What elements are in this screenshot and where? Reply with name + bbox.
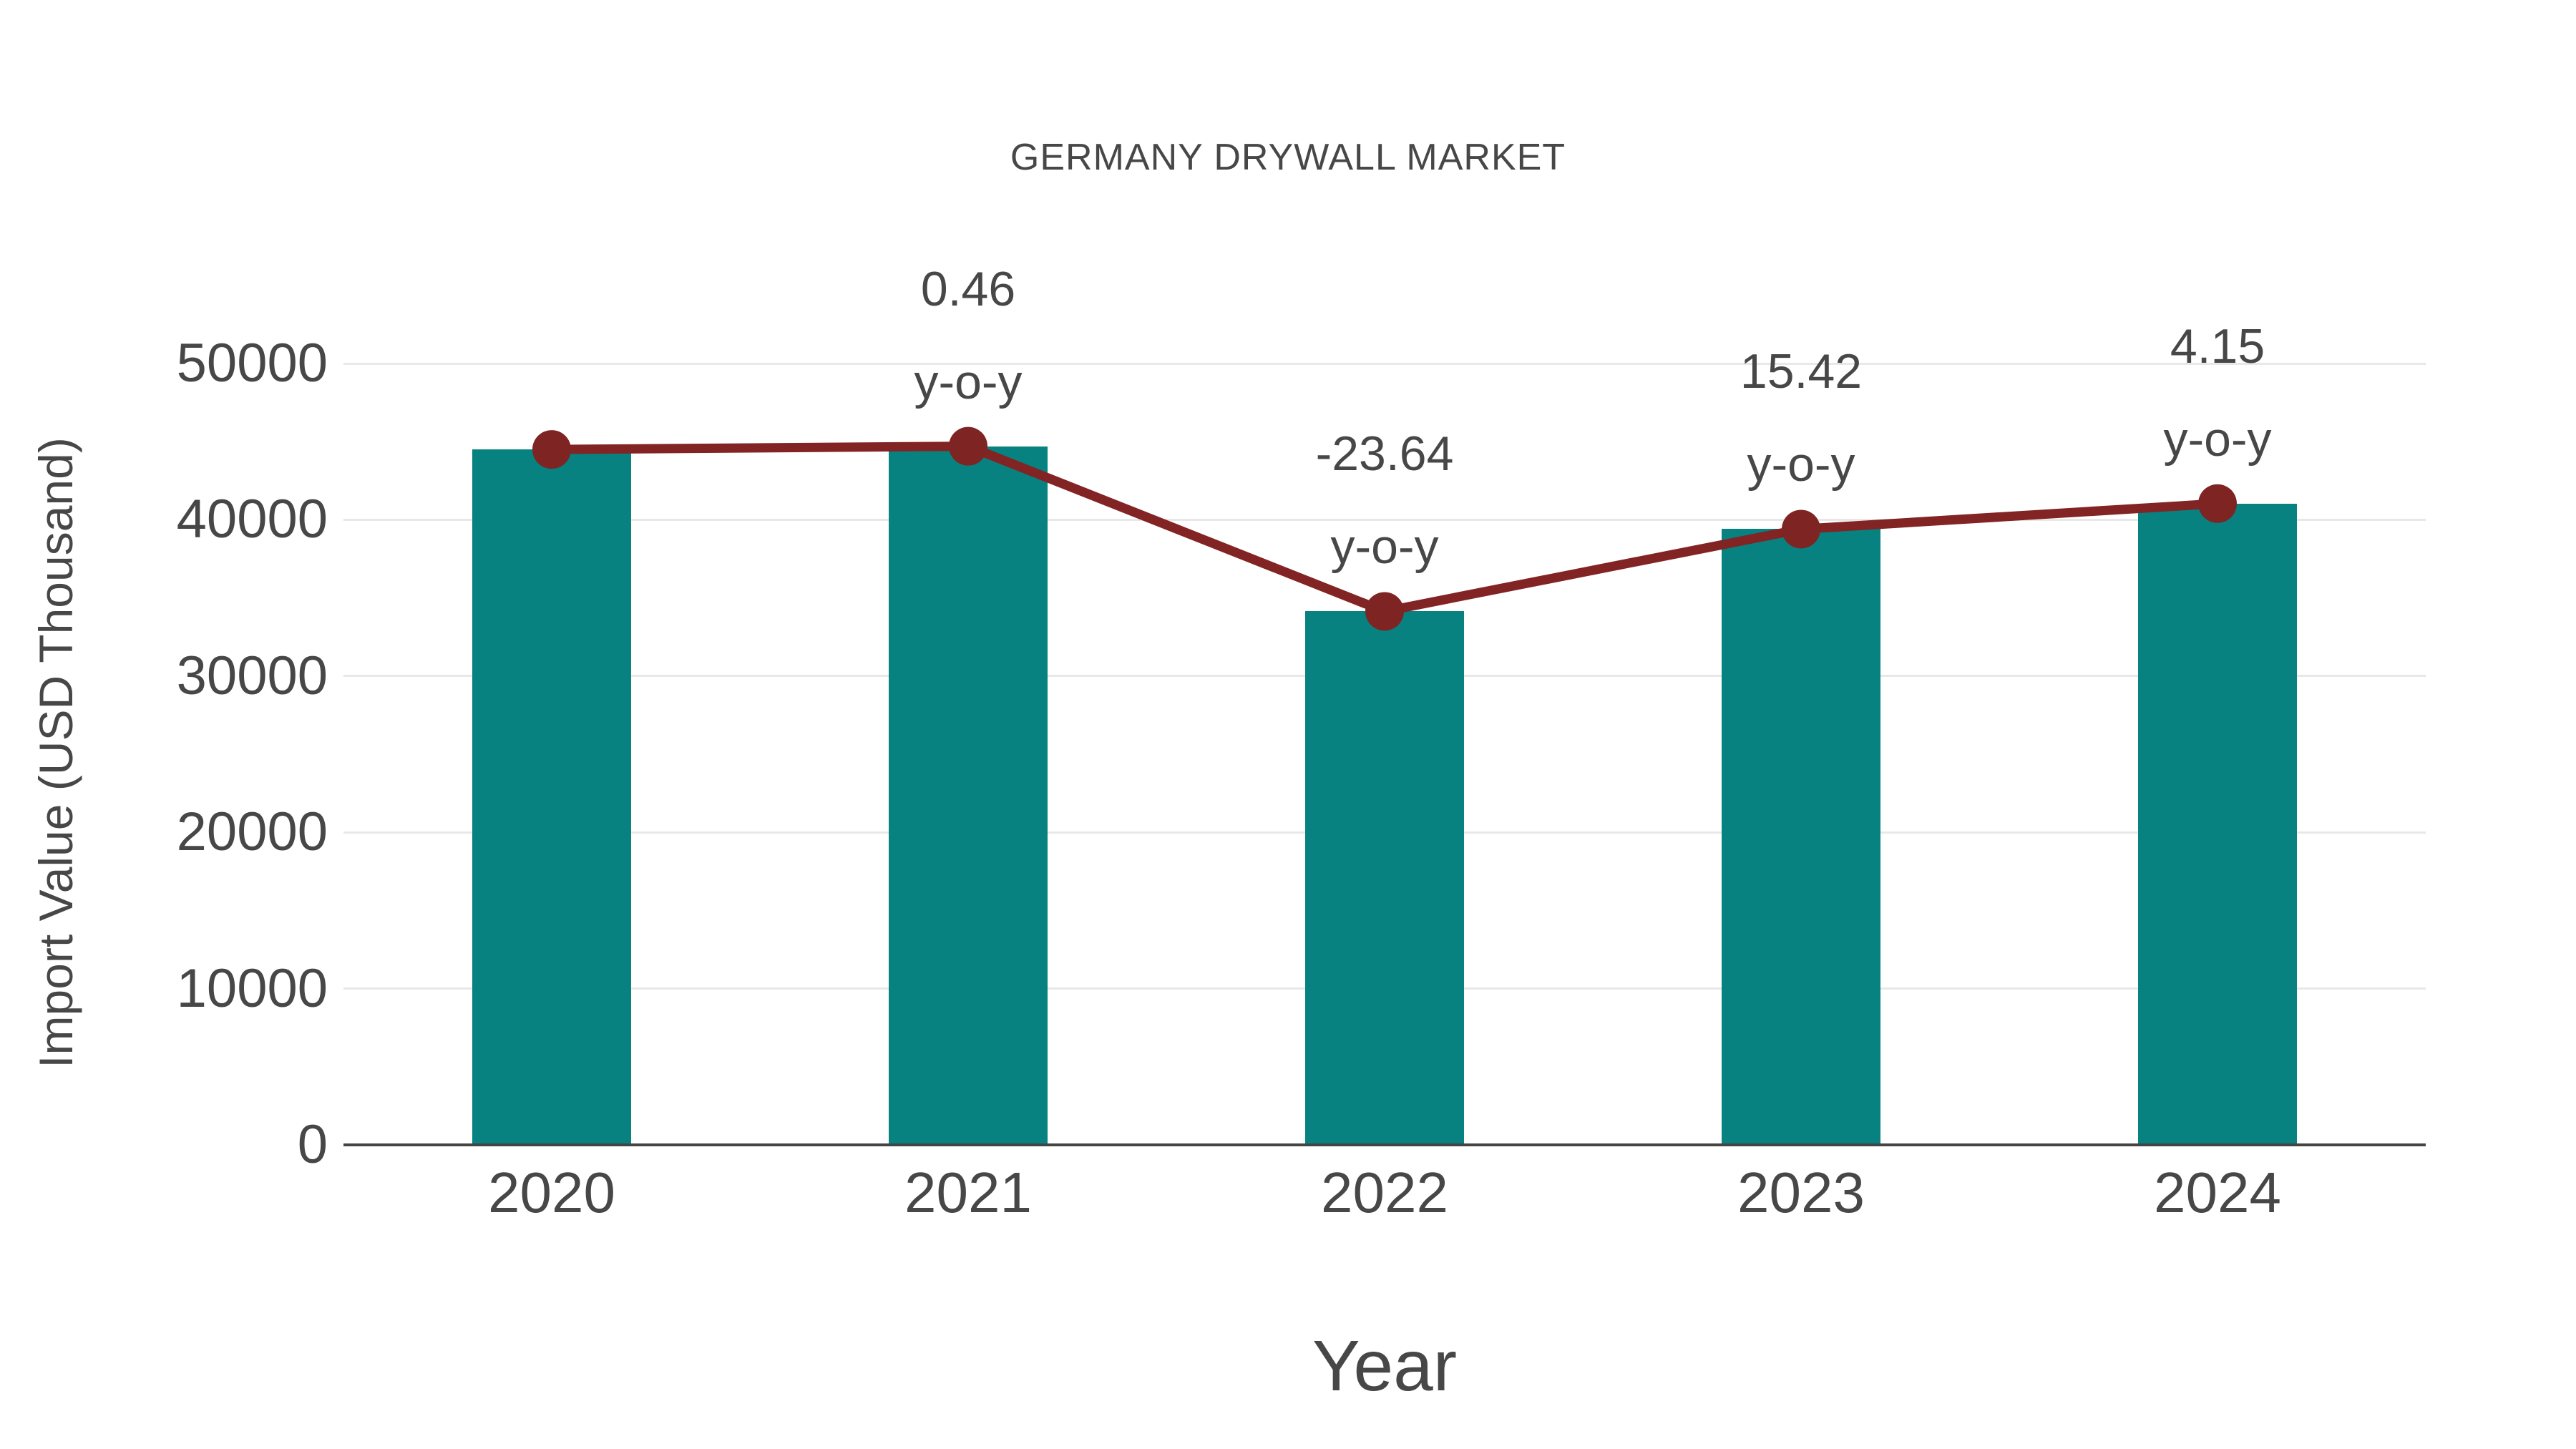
data-point-2021[interactable] — [949, 426, 987, 466]
x-axis-title: Year — [1312, 1326, 1458, 1406]
bar-2020[interactable] — [472, 449, 631, 1145]
yoy-suffix-2024: y-o-y — [2163, 411, 2272, 467]
yoy-value-2024: 4.15 — [2170, 318, 2265, 374]
y-tick-label-50000: 50000 — [176, 333, 328, 394]
data-point-2024[interactable] — [2198, 484, 2237, 523]
x-tick-label-2021: 2021 — [904, 1161, 1032, 1224]
y-tick-label-20000: 20000 — [176, 801, 328, 863]
x-tick-label-2020: 2020 — [488, 1161, 615, 1224]
yoy-value-2022: -23.64 — [1315, 426, 1454, 482]
bar-2021[interactable] — [889, 446, 1048, 1145]
yoy-value-2021: 0.46 — [920, 261, 1016, 316]
yoy-suffix-2022: y-o-y — [1330, 519, 1439, 575]
data-point-2023[interactable] — [1782, 509, 1820, 549]
bar-2024[interactable] — [2138, 503, 2297, 1145]
yoy-value-2023: 15.42 — [1740, 344, 1863, 399]
y-tick-label-30000: 30000 — [176, 645, 328, 706]
data-point-2020[interactable] — [532, 430, 571, 469]
yoy-suffix-2021: y-o-y — [914, 354, 1023, 409]
x-tick-label-2023: 2023 — [1737, 1161, 1865, 1224]
bar-2023[interactable] — [1722, 529, 1880, 1145]
x-tick-label-2024: 2024 — [2154, 1161, 2281, 1224]
gridline-40000 — [343, 518, 2426, 521]
x-tick-label-2022: 2022 — [1321, 1161, 1448, 1224]
y-tick-label-0: 0 — [297, 1114, 328, 1175]
yoy-suffix-2023: y-o-y — [1747, 437, 1855, 492]
x-axis-line — [343, 1143, 2426, 1146]
chart-title: GERMANY DRYWALL MARKET — [1010, 137, 1566, 178]
y-tick-label-40000: 40000 — [176, 489, 328, 550]
data-point-2022[interactable] — [1365, 592, 1404, 631]
y-tick-label-10000: 10000 — [176, 957, 328, 1019]
gridline-50000 — [343, 362, 2426, 365]
bar-2022[interactable] — [1305, 611, 1464, 1145]
